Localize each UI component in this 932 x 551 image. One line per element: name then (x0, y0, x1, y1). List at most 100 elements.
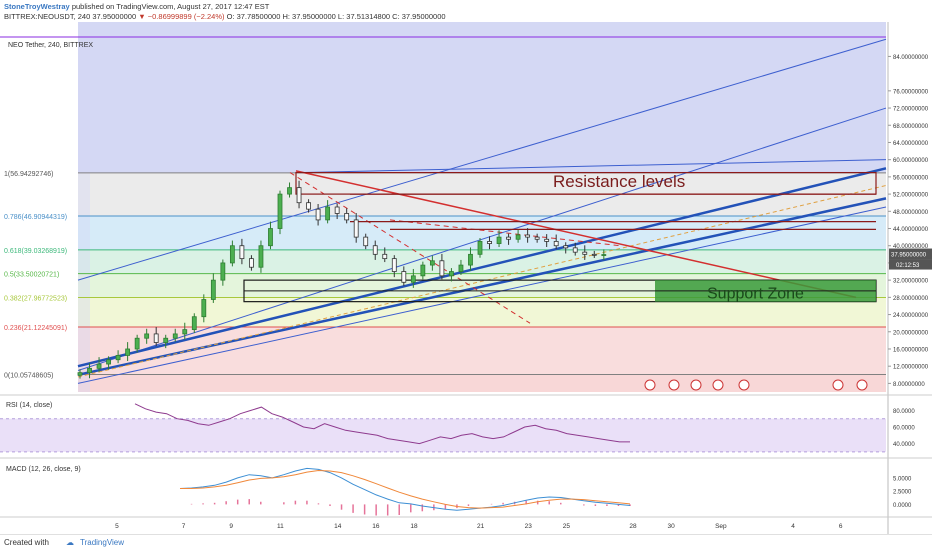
candle (449, 271, 454, 277)
price-axis-label: 76.00000000 (893, 89, 929, 95)
candle (296, 187, 302, 204)
candle (363, 236, 369, 247)
candle (544, 238, 550, 242)
fib-band (78, 297, 886, 327)
price-change: ▼ −0.86999899 (−2.24%) (138, 12, 225, 21)
candle (191, 316, 197, 331)
candle (334, 206, 340, 214)
candle (477, 241, 483, 255)
channel-line-short-upper (299, 159, 887, 174)
candle (439, 260, 445, 277)
resistance-label: Resistance levels (553, 172, 685, 191)
candle (287, 187, 292, 195)
support-zone-label: Support Zone (707, 286, 804, 303)
fib-level-label: 0.236(21.12245091) (4, 325, 67, 332)
candle (249, 258, 254, 268)
price-axis-label: 52.00000000 (893, 193, 929, 199)
candle (372, 245, 378, 255)
fib-level-label: 1(56.94292746) (4, 171, 53, 178)
price-axis-label: 84.00000000 (893, 55, 929, 61)
macd-axis-label: 2.5000 (893, 490, 912, 496)
candle (182, 329, 188, 335)
last-price-badge (889, 248, 932, 260)
created-with-label: Created with (4, 538, 49, 547)
time-axis-label: 30 (667, 523, 675, 530)
price-axis-label: 72.00000000 (893, 107, 929, 113)
macd-signal-line (180, 469, 631, 509)
time-axis-label: 18 (410, 523, 418, 530)
event-flag-icon (690, 379, 702, 391)
time-axis-label: 21 (477, 523, 485, 530)
price-axis-label: 40.00000000 (893, 244, 929, 250)
channel-line-upper-outer (77, 107, 887, 371)
event-flag-icon (668, 379, 680, 391)
rsi-axis-label: 40.0000 (893, 442, 915, 448)
fib-left-shade (78, 22, 90, 392)
time-axis-label: 28 (629, 523, 637, 530)
channel-line-lower-thick (77, 197, 887, 377)
price-axis-label: 44.00000000 (893, 227, 929, 233)
fib-level-label: 0.618(39.03268919) (4, 248, 67, 255)
price-axis-label: 8.00000000 (893, 382, 925, 388)
price-axis-label: 60.00000000 (893, 158, 929, 164)
candle (582, 251, 588, 255)
price-axis-bg (888, 22, 932, 392)
candle (572, 247, 578, 253)
fib-level-label: 0(10.05748605) (4, 373, 53, 380)
rsi-line (134, 403, 630, 445)
candle (382, 253, 388, 260)
chart-watermark: NEO Tether, 240, BITTREX (8, 42, 93, 49)
candle (201, 299, 207, 318)
fib-level-label: 0.382(27.96772523) (4, 295, 67, 302)
rsi-band (0, 418, 886, 452)
candle (487, 241, 492, 244)
price-axis-label: 12.00000000 (893, 365, 929, 371)
channel-line-top (77, 38, 887, 281)
candle (468, 253, 473, 266)
time-axis-label: Sep (715, 523, 727, 530)
event-flag-icon (832, 379, 844, 391)
tradingview-brand[interactable]: TradingView (80, 538, 125, 547)
candle (315, 208, 321, 221)
event-flag-icon (644, 379, 656, 391)
candle (134, 337, 140, 350)
footer: Created with ☁ TradingView (0, 534, 932, 551)
candle (258, 245, 264, 268)
channel-line-mid-thick (77, 167, 887, 368)
candle (591, 253, 597, 256)
time-axis-label: 23 (525, 523, 533, 530)
candle (125, 348, 131, 356)
candle (106, 359, 111, 365)
candle (525, 234, 531, 238)
rsi-label: RSI (14, close) (6, 402, 52, 409)
price-axis-label: 64.00000000 (893, 141, 929, 147)
rsi-axis-label: 80.0000 (893, 409, 915, 415)
candle (172, 333, 178, 339)
price-axis-label: 56.00000000 (893, 175, 929, 181)
event-flag-icon (738, 379, 750, 391)
candle (515, 234, 521, 240)
descending-channel-dashed-upper (389, 219, 621, 247)
macd-label: MACD (12, 26, close, 9) (6, 466, 81, 473)
price-axis-label: 68.00000000 (893, 124, 929, 130)
time-axis-label: 14 (334, 523, 342, 530)
published-info: published on TradingView.com, August 27,… (71, 2, 270, 11)
chart-canvas[interactable]: 1(56.94292746) 0.786(46.90944319) 0.618(39… (0, 22, 932, 534)
author-name[interactable]: StoneTroyWestray (4, 2, 70, 11)
fib-level-label: 0.5(33.50020721) (4, 272, 59, 279)
candle (229, 245, 235, 264)
candle (268, 228, 273, 247)
countdown-label: 02:12:53 (896, 263, 920, 269)
candle (496, 236, 502, 244)
fib-top-fill (78, 22, 886, 173)
price-axis-label: 32.00000000 (893, 279, 929, 285)
fib-band (78, 326, 886, 375)
candle (429, 260, 435, 266)
candle (563, 245, 569, 249)
channel-line-lower (77, 206, 887, 384)
candle (96, 363, 102, 369)
macd-axis-label: 0.0000 (893, 503, 912, 509)
price-axis-label: 20.00000000 (893, 330, 929, 336)
time-axis-label: 11 (277, 523, 284, 530)
time-axis-label: 4 (791, 523, 795, 530)
